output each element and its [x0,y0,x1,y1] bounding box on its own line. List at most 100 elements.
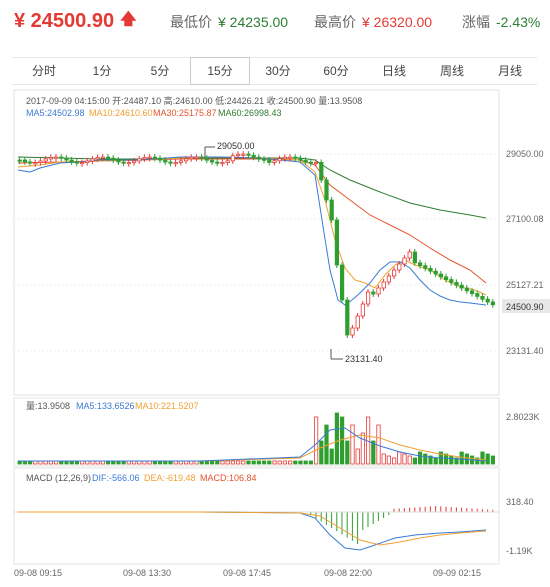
candles [17,151,496,338]
volume-bar [220,460,225,465]
candle [313,162,319,165]
volume-bar [490,455,496,465]
volume-bar [350,424,355,465]
volume-bar [235,460,241,465]
candle [371,291,376,295]
candle [235,153,241,157]
candle [111,157,116,161]
macd-tick-top: 318.40 [506,497,534,507]
candle [443,276,449,280]
y-tick-2: 27100.08 [506,214,544,224]
ma5-line [17,156,487,306]
candle [355,315,360,329]
y-tick-3: 25127.21 [506,280,544,290]
volume-bar [287,460,293,465]
candle [360,303,366,317]
tab-daily[interactable]: 日线 [381,64,406,78]
candle [256,156,262,160]
volume-bar [215,460,220,465]
volume-bar [454,457,459,465]
candle [365,291,371,305]
candle [183,158,189,162]
volume-bar [407,455,412,465]
candle [95,156,100,160]
tab-weekly[interactable]: 周线 [439,64,464,78]
low-price-stat: 最低价 ¥ 24235.00 [170,12,288,32]
candle [246,153,251,156]
candle [215,161,220,164]
volume-bar [251,460,256,465]
candle [230,155,235,162]
candle [272,160,277,163]
volume-bar [334,412,340,465]
candle [391,269,397,277]
candle [178,160,183,163]
candle [126,162,131,165]
candle [475,293,480,297]
change-value: -2.43% [496,14,541,30]
volume-bar [417,451,423,465]
candle [163,159,168,163]
candle [168,161,173,164]
volume-bar [267,460,272,465]
ma60-line [17,156,487,219]
volume-bar [381,453,386,465]
candle [194,156,199,159]
x-tick-5: 09-09 02:15 [433,568,481,578]
tab-timeshare[interactable]: 分时 [31,64,56,78]
high-price-label: 最高价 [314,14,356,30]
candle [90,158,95,162]
candle [209,159,215,163]
candle [407,251,412,259]
ma5-info: MA5:24502.98 [26,108,85,118]
volume-bar [480,451,485,465]
current-price-value: ¥ 24500.90 [14,10,115,32]
volume-bar [313,416,319,465]
candle [267,159,272,163]
tab-30min[interactable]: 30分 [265,64,291,78]
candle [423,265,428,269]
arrow-up-icon: 🡅 [120,11,137,28]
volume-bar [303,460,308,465]
candle [225,160,230,163]
candle [27,161,33,164]
candle [381,281,386,289]
candle [152,156,157,159]
candle [80,162,85,165]
candle [402,257,407,265]
volume-bar [475,457,480,465]
candle [251,154,256,158]
tab-60min[interactable]: 60分 [323,64,349,78]
candle [339,264,345,301]
volume-bar [209,460,215,465]
candle [173,162,178,165]
volume-bar [293,460,298,465]
tab-5min[interactable]: 5分 [150,64,170,78]
trough-label: 23131.40 [345,354,383,364]
tab-1min[interactable]: 1分 [92,64,112,78]
macd-tick-bottom: -1.19K [506,546,533,556]
candle [22,159,28,163]
volume-bar [412,457,418,465]
tab-monthly[interactable]: 月线 [497,64,522,78]
candle [277,158,282,162]
candle [17,159,22,162]
candle [386,275,392,283]
candle [417,262,423,266]
volume-bar [485,453,490,465]
candle [43,158,48,162]
volume-bar [272,460,277,465]
candle [199,156,204,159]
macd-panel-border [13,467,500,565]
candle [116,159,121,163]
ma30-line [17,158,487,284]
candle [454,281,459,286]
tab-15min[interactable]: 15分 [190,57,250,85]
volume-bar [397,451,402,465]
x-tick-2: 09-08 13:30 [123,568,171,578]
ohlc-info: 2017-09-09 04:15:00 开:24487.10 高:24610.0… [26,95,362,106]
candle [308,161,314,164]
candle [69,159,74,163]
candle [449,279,454,283]
